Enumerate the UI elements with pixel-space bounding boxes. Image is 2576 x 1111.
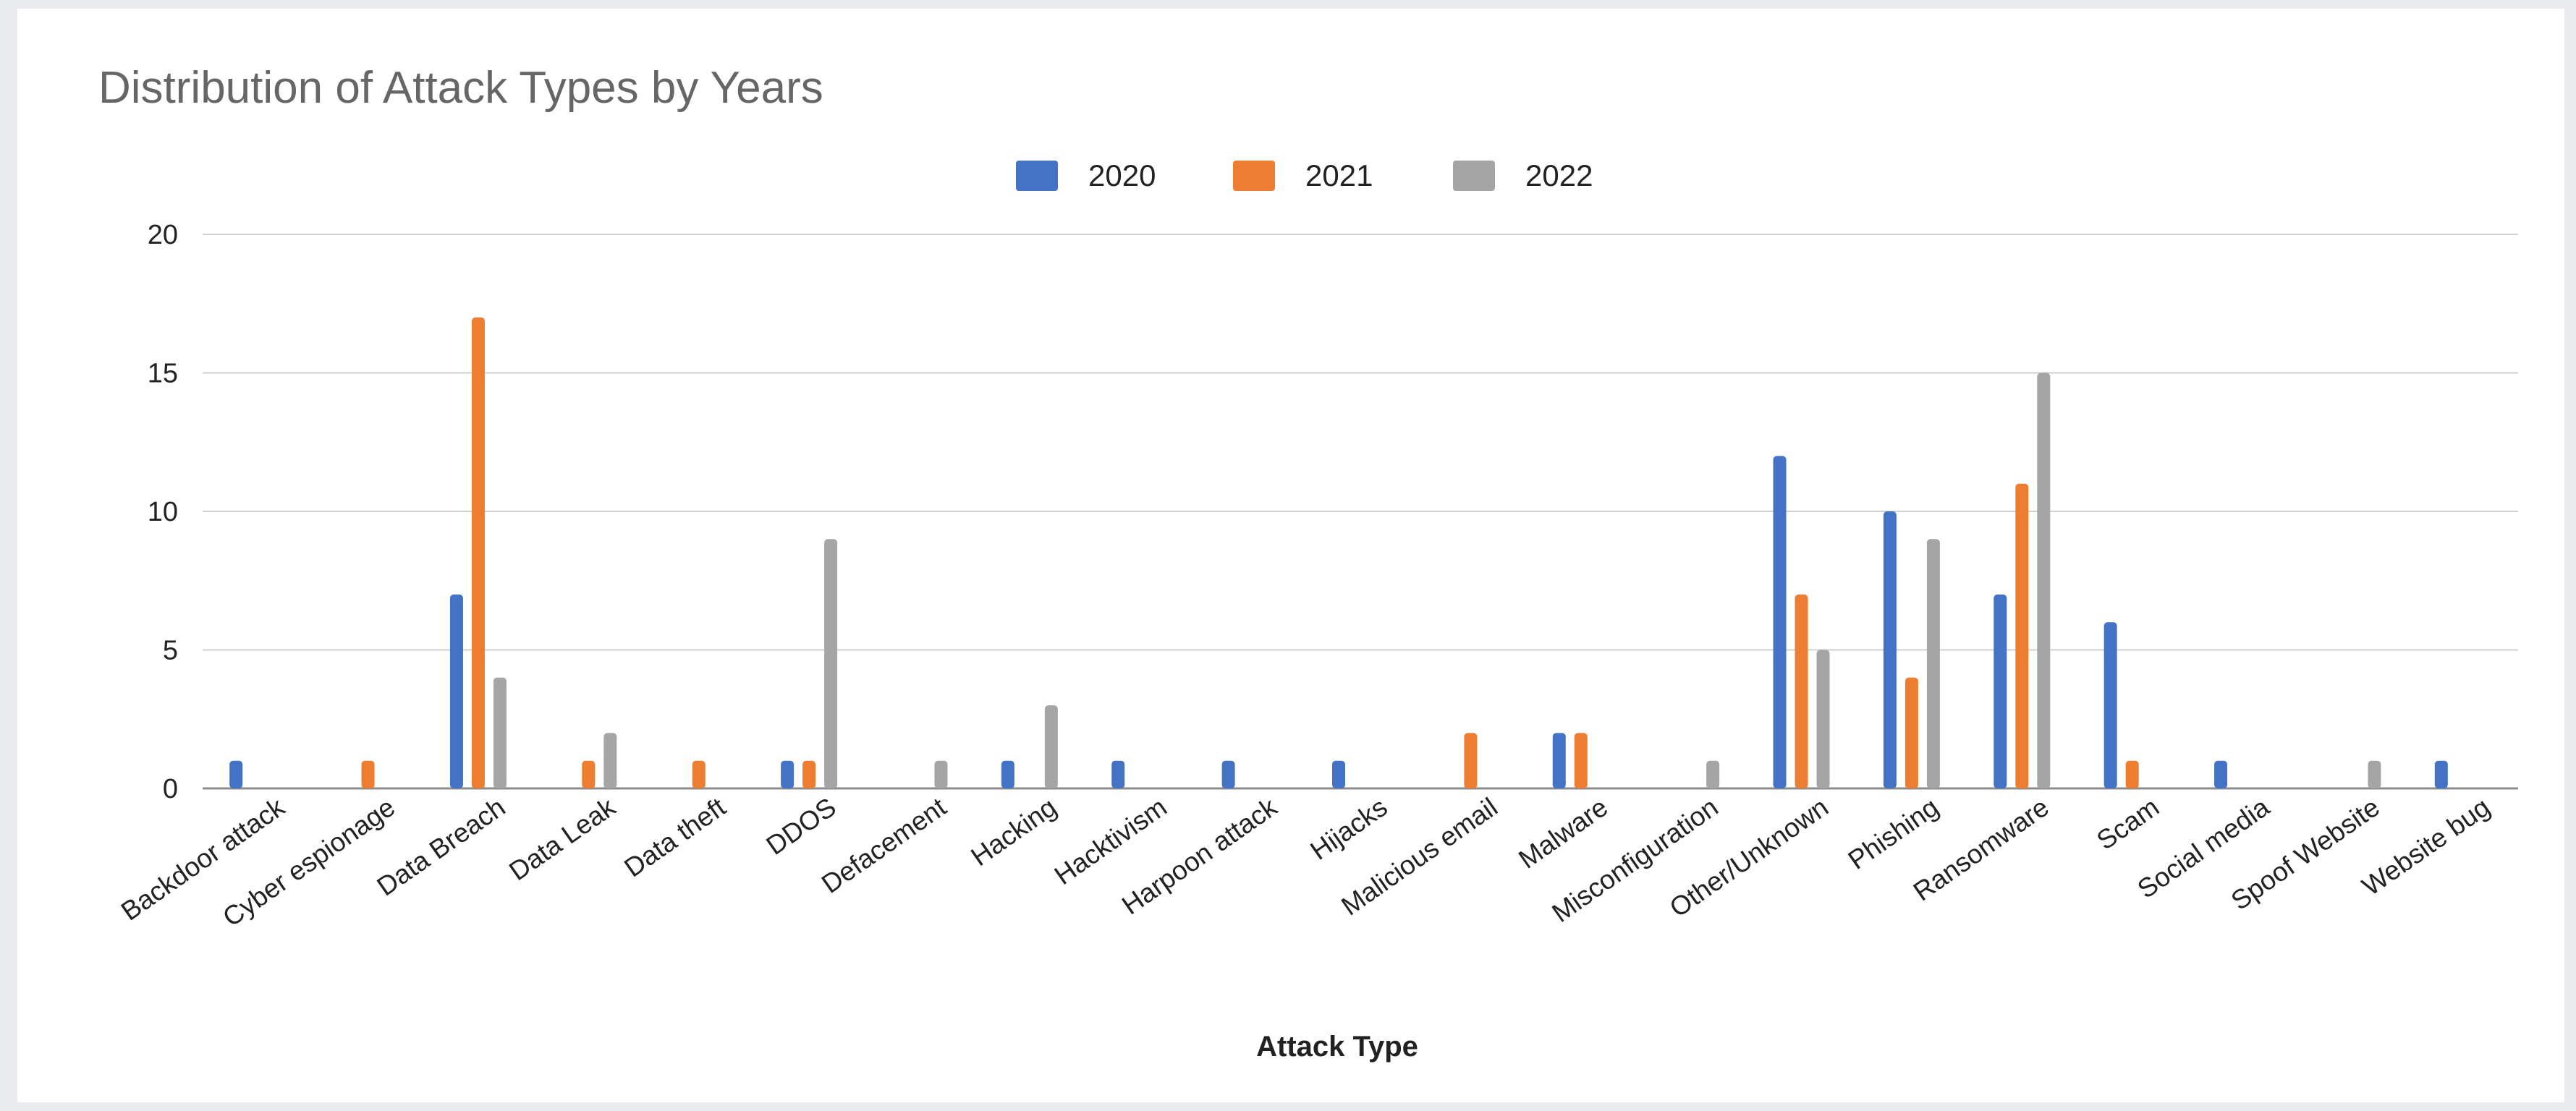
bar: [1795, 594, 1808, 788]
bar: [449, 594, 463, 788]
bar: [2103, 622, 2117, 788]
bar: [1552, 733, 1566, 788]
x-tick-label: Data Leak: [504, 792, 621, 887]
bar: [692, 760, 706, 788]
bar: [1816, 650, 1830, 788]
bar: [471, 317, 485, 788]
bar: [2015, 483, 2029, 788]
bar: [1773, 456, 1787, 788]
bar: [1221, 760, 1235, 788]
legend-swatch: [1233, 161, 1275, 191]
y-tick-label: 20: [148, 220, 178, 250]
legend: 2020 2021 2022: [1016, 158, 1593, 192]
bar: [1994, 594, 2007, 788]
bar: [2037, 373, 2051, 788]
bar: [2368, 760, 2381, 788]
bar: [229, 760, 243, 788]
bar: [1001, 760, 1014, 788]
y-tick-label: 5: [163, 636, 178, 666]
bar: [824, 539, 838, 788]
legend-swatch: [1453, 161, 1495, 191]
x-axis-title: Attack Type: [1256, 1031, 1418, 1063]
bar: [2214, 760, 2228, 788]
y-tick-label: 0: [163, 774, 178, 804]
chart-title: Distribution of Attack Types by Years: [98, 63, 823, 113]
legend-label: 2021: [1305, 158, 1373, 192]
bar: [934, 760, 948, 788]
x-tick-label: Scam: [2091, 792, 2164, 856]
bar: [802, 760, 816, 788]
y-tick-label: 15: [148, 359, 178, 389]
x-tick-label: Hijacks: [1305, 792, 1392, 866]
bar: [361, 760, 375, 788]
y-axis-ticks: 0 5 10 15 20: [148, 220, 178, 804]
bar: [1111, 760, 1125, 788]
bar: [582, 760, 596, 788]
x-tick-label: Hacking: [965, 792, 1062, 872]
bar-chart: Distribution of Attack Types by Years 20…: [98, 63, 2518, 1063]
x-tick-label: DDOS: [761, 792, 842, 861]
bar: [1332, 760, 1345, 788]
bar: [1926, 539, 1940, 788]
x-tick-label: Phishing: [1843, 792, 1944, 875]
bar: [493, 677, 507, 788]
x-tick-label: Malware: [1513, 792, 1613, 874]
bars: [229, 317, 2448, 788]
legend-swatch: [1016, 161, 1058, 191]
bar: [1706, 760, 1720, 788]
bar: [603, 733, 617, 788]
bar: [2125, 760, 2139, 788]
x-tick-label: Data theft: [619, 792, 732, 883]
legend-label: 2022: [1525, 158, 1593, 192]
bar: [2434, 760, 2448, 788]
bar: [1464, 733, 1478, 788]
gridlines: [203, 234, 2518, 790]
bar: [1044, 705, 1058, 788]
y-tick-label: 10: [148, 497, 178, 527]
bar: [1574, 733, 1588, 788]
chart-card: Distribution of Attack Types by Years 20…: [17, 9, 2564, 1102]
x-tick-label: Defacement: [816, 792, 952, 899]
bar: [781, 760, 795, 788]
bar: [1905, 677, 1918, 788]
bar: [1883, 511, 1897, 788]
legend-label: 2020: [1088, 158, 1156, 192]
